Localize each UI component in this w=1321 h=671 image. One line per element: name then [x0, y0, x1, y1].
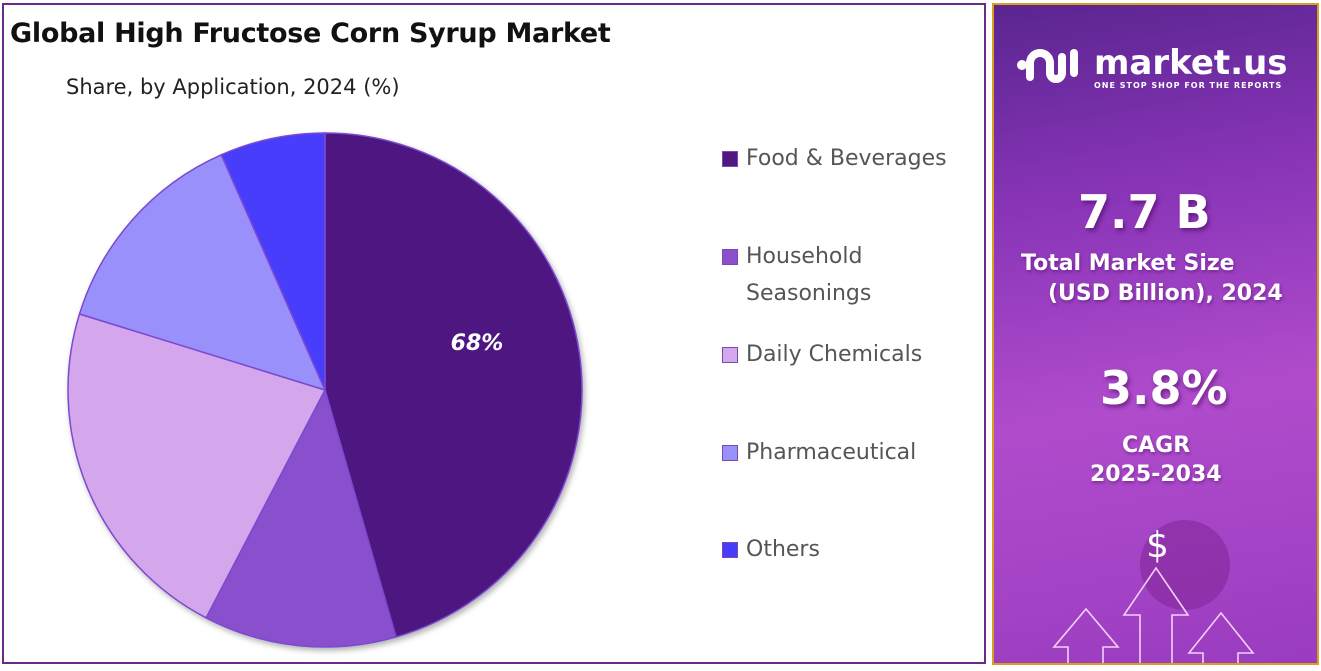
legend-item-others[interactable]: Others	[722, 531, 820, 568]
market-us-logo-icon	[1017, 49, 1078, 83]
cagr-period: 2025-2034	[1090, 462, 1222, 487]
legend-label: Others	[746, 537, 820, 562]
dollar-icon: $	[1146, 525, 1169, 566]
summary-panel: market.us ONE STOP SHOP FOR THE REPORTS …	[992, 3, 1319, 665]
pie-slice-daily-chemicals[interactable]	[67, 313, 327, 619]
brand-tagline: ONE STOP SHOP FOR THE REPORTS	[1094, 81, 1283, 90]
pie-data-label: 68%	[451, 331, 504, 356]
legend-label: Food & Beverages	[746, 146, 947, 171]
brand-name: market.us	[1094, 43, 1288, 83]
chart-subtitle: Share, by Application, 2024 (%)	[66, 75, 400, 99]
pie-slice-others[interactable]	[220, 132, 326, 391]
pie-slice-food-beverages[interactable]	[324, 132, 583, 638]
pie-chart: 68%	[67, 132, 583, 648]
legend-item-household-seasonings[interactable]: Household Seasonings	[722, 238, 871, 312]
coin-graphic	[1140, 520, 1230, 610]
legend-item-daily-chemicals[interactable]: Daily Chemicals	[722, 336, 922, 373]
legend-label: Pharmaceutical	[746, 440, 917, 465]
pie-slice-pharmaceutical[interactable]	[78, 153, 327, 392]
legend-swatch	[722, 542, 738, 558]
legend-label: Household	[746, 244, 863, 269]
growth-arrows-icon	[1052, 566, 1255, 663]
legend-swatch	[722, 347, 738, 363]
market-size-label: Total Market Size	[1021, 251, 1235, 276]
chart-title: Global High Fructose Corn Syrup Market	[10, 18, 611, 49]
pie-slice-household-seasonings[interactable]	[205, 387, 397, 648]
legend-swatch	[722, 249, 738, 265]
legend-label: Daily Chemicals	[746, 342, 923, 367]
legend-item-pharmaceutical[interactable]: Pharmaceutical	[722, 434, 916, 471]
legend-item-food-beverages[interactable]: Food & Beverages	[722, 140, 947, 177]
cagr-label: CAGR	[1122, 433, 1191, 458]
brand-logo: market.us ONE STOP SHOP FOR THE REPORTS	[1016, 43, 1288, 90]
legend-swatch	[722, 445, 738, 461]
cagr-value: 3.8%	[1100, 361, 1228, 415]
market-size-value: 7.7 B	[1078, 185, 1211, 239]
legend-label-line2: Seasonings	[746, 281, 872, 306]
legend-swatch	[722, 151, 738, 167]
market-size-sublabel: (USD Billion), 2024	[1048, 281, 1283, 306]
